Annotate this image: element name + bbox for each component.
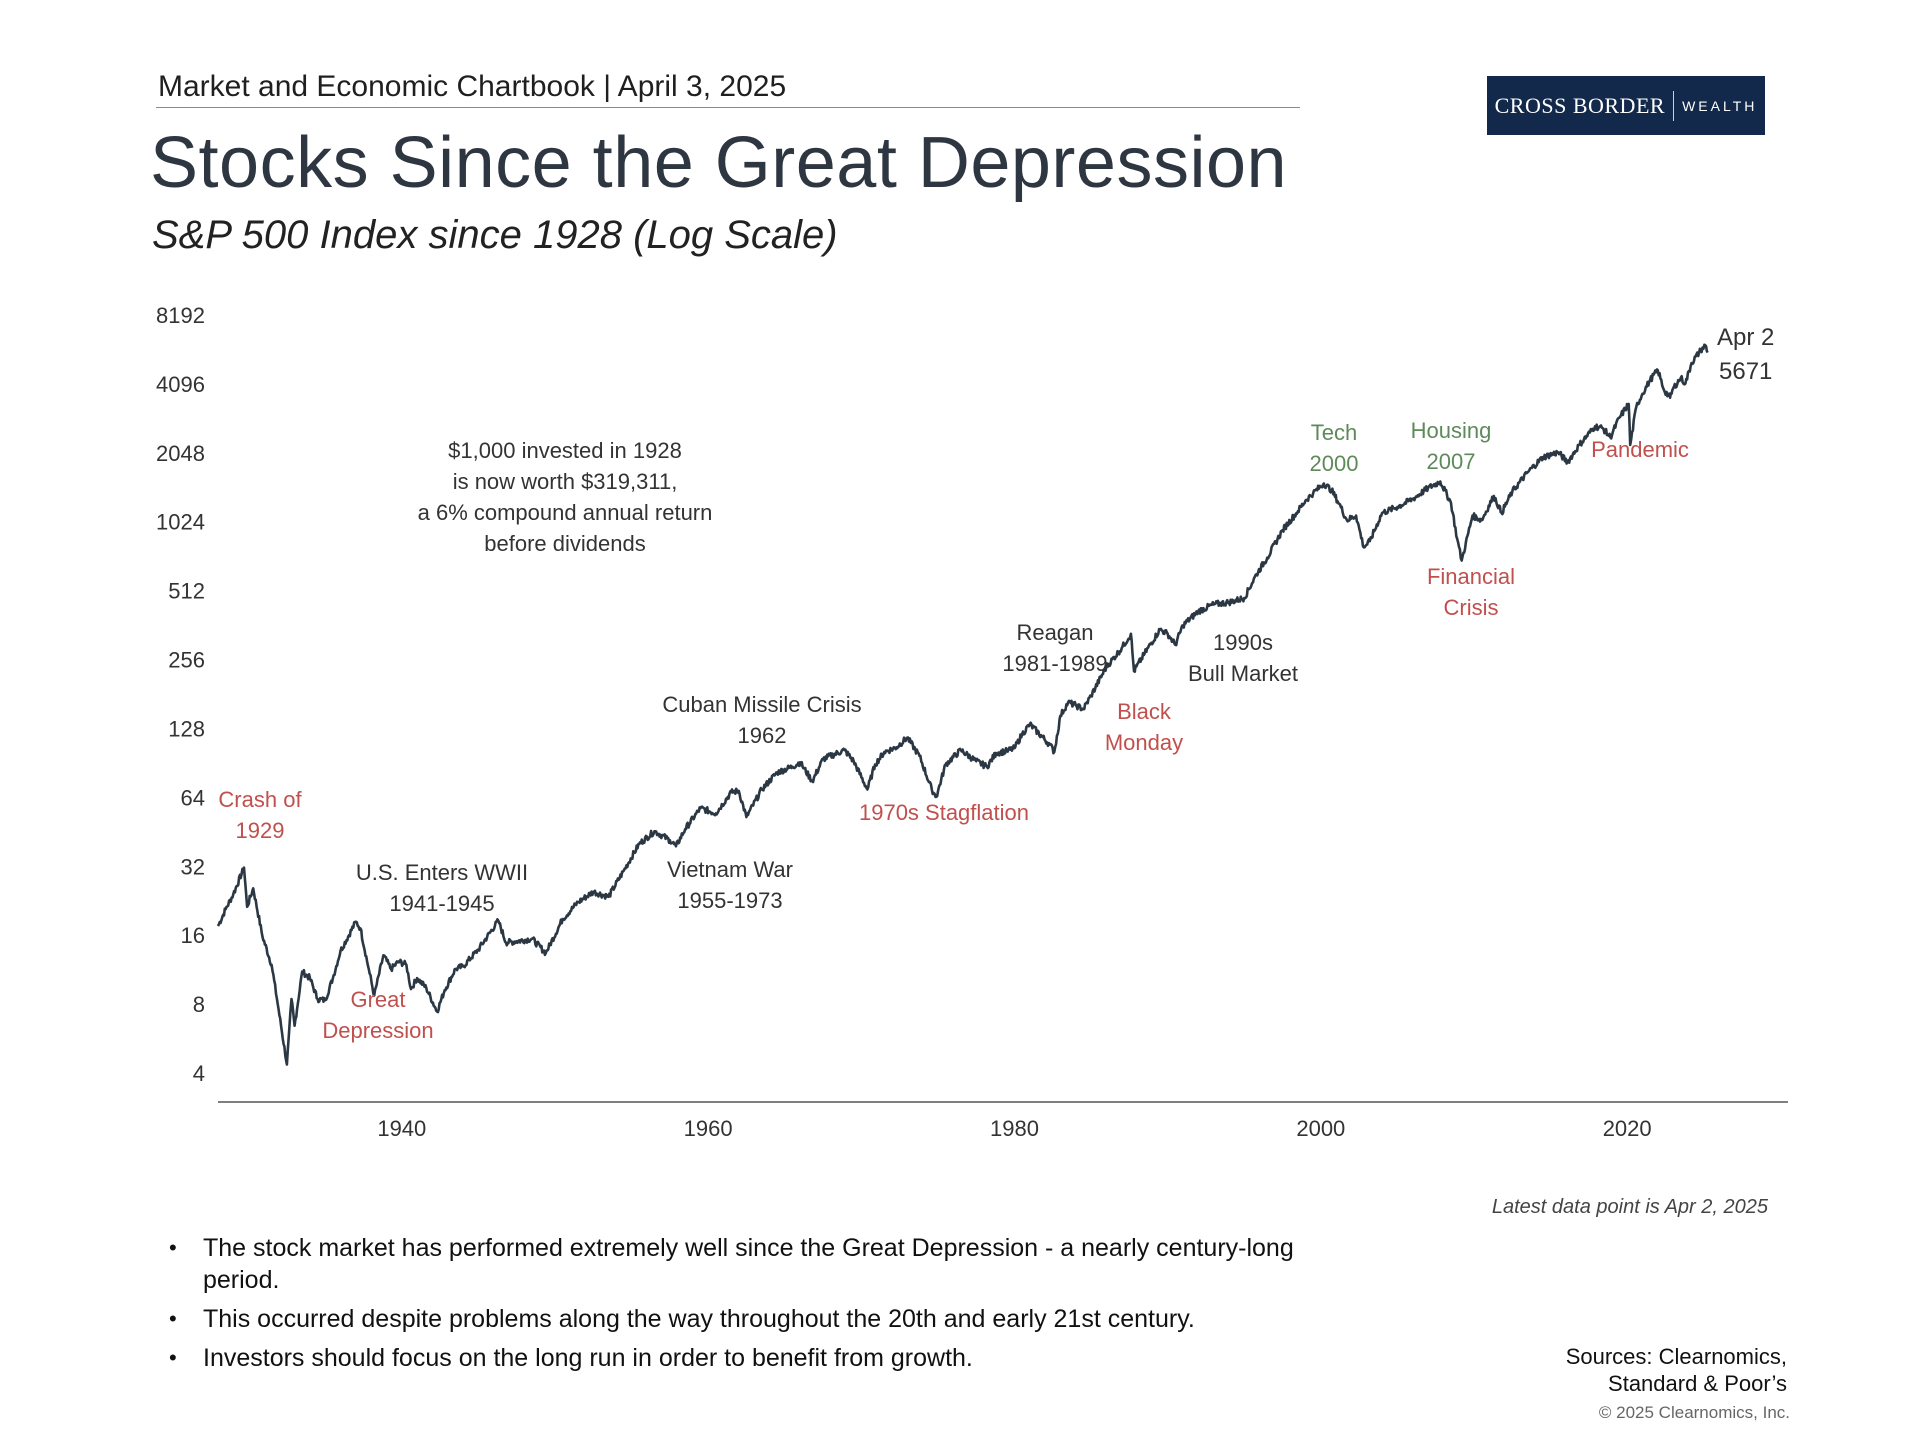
x-tick-label: 1940	[377, 1116, 426, 1141]
cross-border-wealth-logo: CROSS BORDER WEALTH	[1487, 76, 1765, 135]
y-tick-label: 256	[168, 648, 205, 673]
y-tick-label: 2048	[156, 441, 205, 466]
annotation-line: Black	[1117, 699, 1172, 724]
logo-primary-text: CROSS BORDER	[1494, 92, 1666, 118]
page-title: Stocks Since the Great Depression	[150, 123, 1288, 203]
annotation-cuban: Cuban Missile Crisis 1962	[662, 692, 861, 748]
sources-line: Sources: Clearnomics,	[1565, 1344, 1787, 1369]
annotation-financial-crisis: Financial Crisis	[1427, 564, 1515, 620]
sp500-series-line	[216, 343, 1709, 1066]
annotation-line: Financial	[1427, 564, 1515, 589]
annotation-line: Tech	[1311, 420, 1357, 445]
x-tick-label: 2020	[1603, 1116, 1652, 1141]
annotation-line: Monday	[1105, 730, 1183, 755]
annotation-line: Great	[350, 987, 405, 1012]
annotation-line: U.S. Enters WWII	[356, 860, 528, 885]
annotation-line: Crisis	[1444, 595, 1499, 620]
logo-separator	[1673, 90, 1675, 121]
annotation-line: Cuban Missile Crisis	[662, 692, 861, 717]
chartbook-header: Market and Economic Chartbook | April 3,…	[158, 70, 787, 103]
annotation-line: Depression	[322, 1018, 433, 1043]
annotation-line: 1955-1973	[677, 888, 782, 913]
x-tick-label: 2000	[1296, 1116, 1345, 1141]
annotation-line: Crash of	[218, 787, 302, 812]
annotation-line: 1929	[236, 818, 285, 843]
y-tick-label: 32	[181, 854, 205, 879]
annotation-reagan: Reagan 1981-1989	[1002, 620, 1107, 676]
annotation-line: a 6% compound annual return	[418, 500, 713, 525]
annotation-line: 1990s	[1213, 630, 1273, 655]
sp500-log-chart: 4 8 16 32 64 128 256 512 1024 2048 4096 8192 1940 196…	[156, 303, 1788, 1141]
annotation-line: Vietnam War	[667, 857, 793, 882]
y-tick-label: 128	[168, 716, 205, 741]
annotation-line: $1,000 invested in 1928	[448, 438, 682, 463]
bullet-icon: •	[169, 1345, 177, 1370]
y-tick-label: 4096	[156, 372, 205, 397]
annotation-line: 2000	[1310, 451, 1359, 476]
annotation-pandemic: Pandemic	[1591, 437, 1689, 462]
logo-secondary-text: WEALTH	[1682, 97, 1758, 114]
key-point-text: Investors should focus on the long run i…	[203, 1344, 973, 1372]
y-tick-label: 8	[193, 992, 205, 1017]
annotation-crash-1929: Crash of 1929	[218, 787, 302, 843]
annotation-great-depression: Great Depression	[322, 987, 433, 1043]
sources-line: Standard & Poor’s	[1608, 1371, 1787, 1396]
bullet-icon: •	[169, 1306, 177, 1331]
y-tick-label: 8192	[156, 303, 205, 328]
annotation-black-monday: Black Monday	[1105, 699, 1183, 755]
y-tick-label: 512	[168, 579, 205, 604]
key-point: • This occurred despite problems along th…	[165, 1303, 1315, 1335]
page-subtitle: S&P 500 Index since 1928 (Log Scale)	[152, 213, 838, 257]
x-tick-label: 1980	[990, 1116, 1039, 1141]
y-tick-label: 16	[181, 923, 205, 948]
annotation-line: 1970s Stagflation	[859, 800, 1029, 825]
end-label-value: 5671	[1719, 358, 1772, 385]
annotation-line: 1941-1945	[389, 891, 494, 916]
annotation-vietnam: Vietnam War 1955-1973	[667, 857, 793, 913]
annotation-line: is now worth $319,311,	[453, 469, 678, 494]
latest-data-note: Latest data point is Apr 2, 2025	[1491, 1196, 1768, 1218]
bullet-icon: •	[169, 1235, 177, 1260]
annotation-line: Bull Market	[1188, 661, 1298, 686]
annotation-wwii: U.S. Enters WWII 1941-1945	[356, 860, 528, 916]
annotation-line: Pandemic	[1591, 437, 1689, 462]
annotation-bull-market: 1990s Bull Market	[1188, 630, 1298, 686]
header-divider	[156, 107, 1300, 108]
annotation-line: Reagan	[1016, 620, 1093, 645]
annotation-invested: $1,000 invested in 1928 is now worth $319…	[418, 438, 713, 556]
annotation-line: 1981-1989	[1002, 651, 1107, 676]
y-tick-label: 64	[181, 785, 205, 810]
annotation-housing-2007: Housing 2007	[1411, 418, 1492, 474]
key-point-text: The stock market has performed extremely…	[203, 1234, 1294, 1294]
y-tick-label: 4	[193, 1061, 205, 1086]
end-label-date: Apr 2	[1717, 324, 1774, 351]
y-tick-label: 1024	[156, 510, 205, 535]
key-point: • The stock market has performed extremel…	[165, 1232, 1315, 1296]
annotation-line: 1962	[738, 723, 787, 748]
sources: Sources: Clearnomics, Standard & Poor’s	[1566, 1343, 1787, 1397]
annotation-line: 2007	[1427, 449, 1476, 474]
copyright: © 2025 Clearnomics, Inc.	[1598, 1403, 1790, 1422]
annotation-stagflation: 1970s Stagflation	[859, 800, 1029, 825]
annotation-line: before dividends	[484, 531, 645, 556]
x-tick-label: 1960	[684, 1116, 733, 1141]
key-point: • Investors should focus on the long run …	[165, 1342, 1315, 1374]
annotation-line: Housing	[1411, 418, 1492, 443]
key-points-list: • The stock market has performed extremel…	[165, 1232, 1315, 1381]
annotation-tech-2000: Tech 2000	[1310, 420, 1359, 476]
key-point-text: This occurred despite problems along the…	[203, 1305, 1195, 1333]
